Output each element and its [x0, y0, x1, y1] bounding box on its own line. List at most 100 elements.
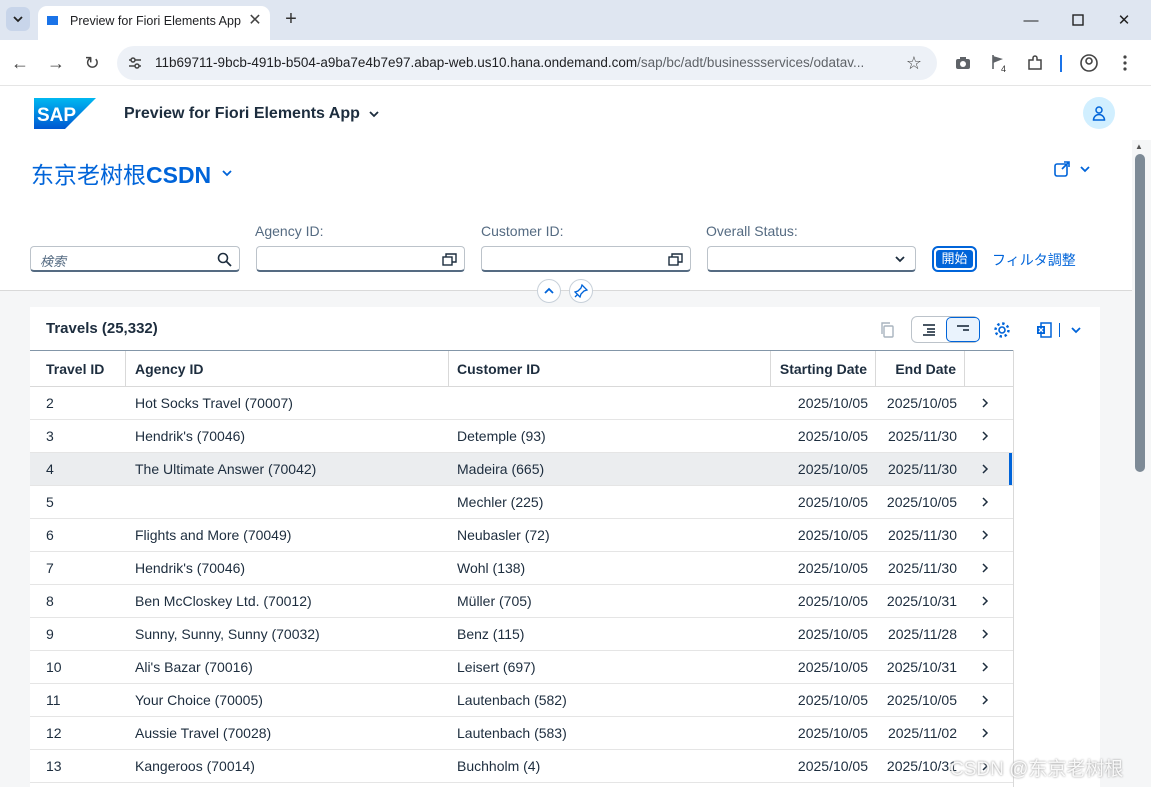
column-header-starting-date[interactable]: Starting Date [771, 351, 876, 387]
row-navigation-chevron-icon[interactable] [980, 453, 990, 485]
cell-agency-id: Hendrik's (70046) [135, 560, 246, 576]
value-help-icon[interactable] [441, 251, 457, 267]
settings-gear-icon[interactable] [988, 317, 1016, 343]
cell-end-date: 2025/10/31 [886, 758, 957, 774]
sap-logo[interactable]: SAP [34, 98, 96, 129]
agency-id-field[interactable] [256, 246, 465, 272]
adapt-filters-link[interactable]: フィルタ調整 [992, 252, 1076, 268]
app-title-menu[interactable]: Preview for Fiori Elements App [124, 105, 380, 123]
search-icon[interactable] [216, 251, 232, 267]
row-navigation-chevron-icon[interactable] [980, 486, 990, 518]
svg-text:SAP: SAP [37, 105, 76, 126]
expand-rows-icon[interactable] [912, 317, 946, 342]
scroll-up-arrow[interactable]: ▲ [1135, 142, 1143, 151]
table-row[interactable]: 13 Kangeroos (70014) Buchholm (4) 2025/10/0… [30, 750, 1013, 783]
scrollbar-thumb[interactable] [1135, 154, 1145, 472]
bookmark-star-icon[interactable]: ☆ [905, 52, 923, 73]
go-button[interactable]: 開始 [932, 246, 977, 272]
row-navigation-chevron-icon[interactable] [980, 684, 990, 716]
row-navigation-chevron-icon[interactable] [980, 651, 990, 683]
export-menu-chevron-icon[interactable] [1062, 317, 1090, 343]
forward-icon[interactable]: → [47, 52, 65, 73]
cell-travel-id: 3 [46, 428, 54, 444]
value-help-icon[interactable] [667, 251, 683, 267]
share-button[interactable] [1053, 160, 1091, 178]
table-row[interactable]: 7 Hendrik's (70046) Wohl (138) 2025/10/05 20… [30, 552, 1013, 585]
reload-icon[interactable]: ↻ [84, 52, 100, 73]
search-input[interactable]: 検索 [30, 246, 240, 272]
menu-kebab-icon[interactable] [1113, 51, 1137, 75]
chevron-down-icon [369, 111, 379, 118]
cell-agency-id: Hot Socks Travel (70007) [135, 395, 293, 411]
cell-end-date: 2025/11/30 [887, 560, 957, 576]
collapse-header-button[interactable] [537, 279, 561, 303]
cell-starting-date: 2025/10/05 [797, 494, 868, 510]
table-row[interactable]: 2 Hot Socks Travel (70007) 2025/10/05 2025/… [30, 387, 1013, 420]
collapse-rows-icon[interactable] [946, 317, 980, 342]
column-header-customer-id[interactable]: Customer ID [449, 351, 771, 387]
table-row[interactable]: 11 Your Choice (70005) Lautenbach (582) 202… [30, 684, 1013, 717]
cell-agency-id: Sunny, Sunny, Sunny (70032) [135, 626, 320, 642]
cell-agency-id: Aussie Travel (70028) [135, 725, 272, 741]
customer-id-field[interactable] [481, 246, 691, 272]
table-row[interactable]: 5 Mechler (225) 2025/10/05 2025/10/05 [30, 486, 1013, 519]
cell-starting-date: 2025/10/05 [797, 659, 868, 675]
user-avatar[interactable] [1083, 97, 1115, 129]
site-info-icon[interactable] [125, 53, 145, 73]
chevron-up-icon [544, 287, 554, 294]
row-navigation-chevron-icon[interactable] [980, 618, 990, 650]
profile-icon[interactable] [1077, 51, 1101, 75]
page-scrollbar[interactable]: ▲ [1132, 140, 1151, 787]
flag-extension-icon[interactable]: 4 [987, 51, 1011, 75]
cell-agency-id: Hendrik's (70046) [135, 428, 246, 444]
tab-search-button[interactable] [6, 7, 30, 31]
cell-starting-date: 2025/10/05 [797, 461, 868, 477]
row-navigation-chevron-icon[interactable] [980, 387, 990, 419]
table-row[interactable]: 8 Ben McCloskey Ltd. (70012) Müller (705) 2… [30, 585, 1013, 618]
address-bar[interactable]: 11b69711-9bcb-491b-b504-a9ba7e4b7e97.aba… [117, 46, 937, 80]
table-body: 2 Hot Socks Travel (70007) 2025/10/05 2025/… [30, 387, 1013, 783]
cell-end-date: 2025/10/05 [886, 494, 957, 510]
close-window-icon[interactable]: ✕ [1117, 12, 1131, 29]
row-display-toggle[interactable] [911, 316, 980, 343]
maximize-icon[interactable] [1066, 8, 1090, 32]
close-tab-icon[interactable]: ✕ [248, 12, 262, 29]
row-navigation-chevron-icon[interactable] [980, 420, 990, 452]
column-header-agency-id[interactable]: Agency ID [126, 351, 449, 387]
row-navigation-chevron-icon[interactable] [980, 585, 990, 617]
row-navigation-chevron-icon[interactable] [980, 750, 990, 782]
back-icon[interactable]: ← [11, 52, 29, 73]
column-header-travel-id[interactable]: Travel ID [30, 351, 126, 387]
row-navigation-chevron-icon[interactable] [980, 519, 990, 551]
table-row[interactable]: 4 The Ultimate Answer (70042) Madeira (665… [30, 453, 1013, 486]
extensions-puzzle-icon[interactable] [1023, 51, 1047, 75]
new-tab-button[interactable]: + [285, 7, 297, 30]
person-icon [1092, 106, 1106, 121]
selected-row-indicator [1009, 453, 1012, 485]
pin-header-button[interactable] [569, 279, 593, 303]
table-row[interactable]: 3 Hendrik's (70046) Detemple (93) 2025/10/0… [30, 420, 1013, 453]
cell-customer-id: Müller (705) [457, 593, 532, 609]
cell-customer-id: Neubasler (72) [457, 527, 550, 543]
variant-title: 东京老树根CSDN [31, 162, 212, 188]
chevron-down-icon[interactable] [892, 251, 908, 267]
cell-customer-id: Buchholm (4) [457, 758, 541, 774]
cell-customer-id: Lautenbach (583) [457, 725, 567, 741]
table-row[interactable]: 9 Sunny, Sunny, Sunny (70032) Benz (115) 20… [30, 618, 1013, 651]
table-row[interactable]: 12 Aussie Travel (70028) Lautenbach (583) 2… [30, 717, 1013, 750]
row-navigation-chevron-icon[interactable] [980, 552, 990, 584]
cell-travel-id: 5 [46, 494, 54, 510]
camera-icon[interactable] [951, 51, 975, 75]
table-row[interactable]: 6 Flights and More (70049) Neubasler (72) 2… [30, 519, 1013, 552]
overall-status-select[interactable] [707, 246, 916, 272]
browser-tab[interactable]: Preview for Fiori Elements App ✕ [38, 6, 270, 40]
variant-management[interactable]: 东京老树根CSDN [31, 156, 233, 190]
column-header-end-date[interactable]: End Date [876, 351, 965, 387]
table-row[interactable]: 10 Ali's Bazar (70016) Leisert (697) 2025/1… [30, 651, 1013, 684]
cell-agency-id: The Ultimate Answer (70042) [135, 461, 317, 477]
copy-icon[interactable] [873, 317, 901, 343]
watermark: CSDN @东京老树根 [950, 759, 1124, 780]
minimize-icon[interactable]: — [1023, 11, 1039, 29]
export-excel-icon[interactable] [1030, 317, 1058, 343]
row-navigation-chevron-icon[interactable] [980, 717, 990, 749]
